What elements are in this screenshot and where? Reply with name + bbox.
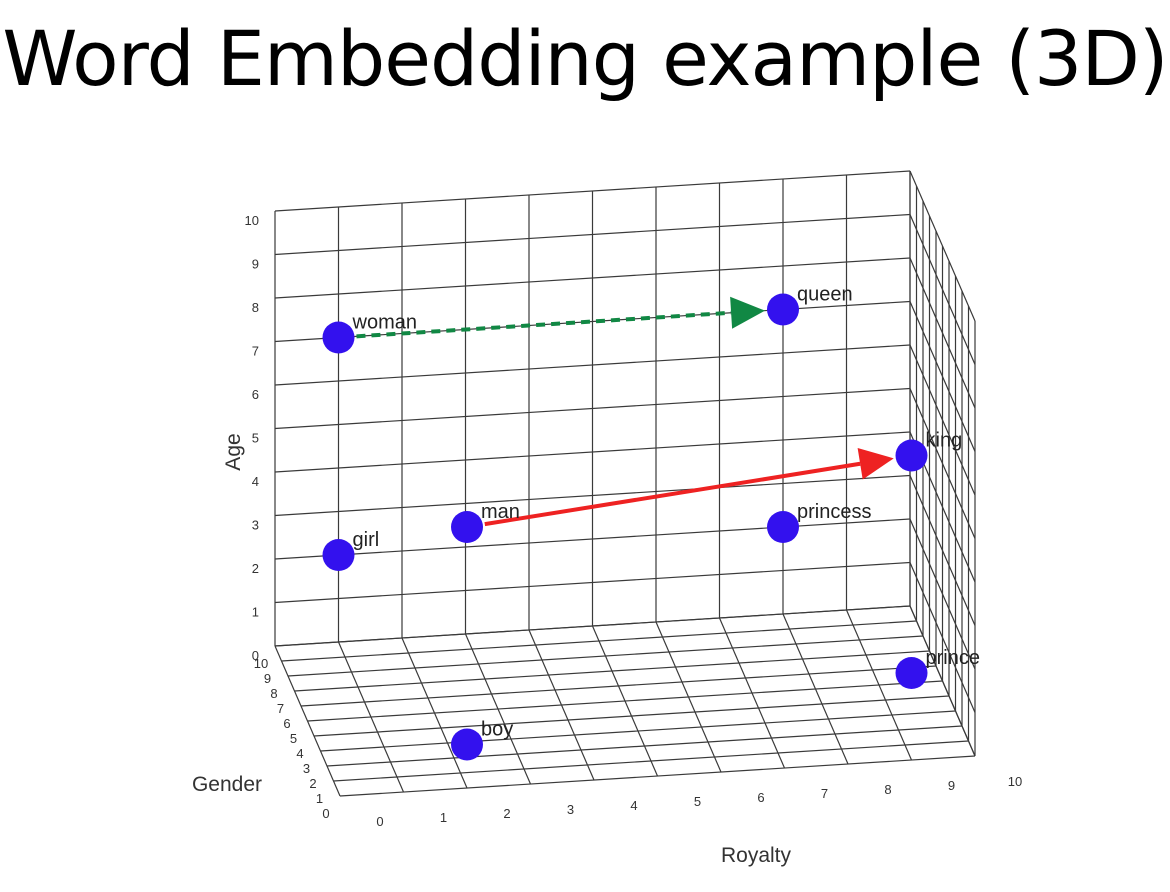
point-girl xyxy=(322,539,355,571)
side-wall-gridline-h xyxy=(909,257,976,409)
floor-gridline-d xyxy=(337,641,405,793)
floor-gridline-d xyxy=(274,645,341,797)
grid-layer xyxy=(274,170,976,797)
gender-tick-label: 0 xyxy=(322,806,329,821)
gender-tick-label: 7 xyxy=(277,701,284,716)
point-label-prince: prince xyxy=(926,647,980,669)
gender-tick-label: 6 xyxy=(283,716,290,731)
point-king xyxy=(895,439,928,472)
point-woman xyxy=(322,321,355,354)
royalty-tick-label: 9 xyxy=(948,778,955,793)
arrow-head-woman-queen xyxy=(730,296,766,329)
royalty-tick-label: 10 xyxy=(1008,774,1022,789)
point-label-king: king xyxy=(926,430,963,452)
point-label-queen: queen xyxy=(797,284,853,306)
side-wall-gridline-h xyxy=(909,344,976,496)
royalty-tick-label: 5 xyxy=(694,794,701,809)
side-wall-gridline-h xyxy=(909,388,976,539)
floor-gridline-d xyxy=(782,613,849,765)
royalty-tick-label: 4 xyxy=(630,798,637,813)
royalty-tick-label: 8 xyxy=(884,782,891,797)
age-tick-label: 8 xyxy=(252,300,259,315)
age-tick-label: 7 xyxy=(252,344,259,359)
age-tick-label: 1 xyxy=(252,605,259,620)
floor-gridline-d xyxy=(401,637,468,789)
point-queen xyxy=(767,293,799,326)
royalty-tick-label: 3 xyxy=(567,802,574,817)
gender-tick-label: 5 xyxy=(290,731,297,746)
side-wall-gridline-h xyxy=(909,301,976,452)
gender-tick-label: 8 xyxy=(270,686,277,701)
royalty-tick-label: 7 xyxy=(821,786,828,801)
side-wall-gridline-h xyxy=(909,562,976,713)
age-tick-label: 4 xyxy=(252,474,259,489)
point-princess xyxy=(767,511,799,543)
age-tick-label: 3 xyxy=(252,518,259,533)
royalty-axis-label: Royalty xyxy=(721,844,792,867)
age-tick-label: 0 xyxy=(252,648,259,663)
age-tick-label: 5 xyxy=(252,431,259,446)
royalty-tick-label: 1 xyxy=(440,810,447,825)
floor-gridline-d xyxy=(591,625,659,777)
gender-axis-label: Gender xyxy=(192,773,262,796)
side-wall-gridline-h xyxy=(909,170,976,322)
point-label-man: man xyxy=(481,501,520,523)
floor-gridline-d xyxy=(528,629,595,781)
floor-gridline-d xyxy=(464,633,532,785)
royalty-tick-label: 0 xyxy=(376,814,383,829)
gender-tick-label: 3 xyxy=(303,761,310,776)
side-wall-gridline-h xyxy=(909,475,976,626)
gender-tick-label: 9 xyxy=(264,671,271,686)
royalty-tick-label: 6 xyxy=(757,790,764,805)
point-layer xyxy=(322,293,928,761)
floor-gridline-d xyxy=(845,609,913,761)
age-axis-label: Age xyxy=(222,433,245,470)
point-label-princess: princess xyxy=(797,501,871,523)
slide-title: Word Embedding example (3D) xyxy=(2,14,1168,103)
point-boy xyxy=(451,728,483,761)
royalty-tick-label: 2 xyxy=(503,806,510,821)
point-label-boy: boy xyxy=(481,719,513,741)
arrow-head-man-king xyxy=(857,447,894,480)
side-wall-gridline-h xyxy=(909,518,976,670)
floor-gridline-d xyxy=(718,617,786,769)
point-man xyxy=(451,511,483,543)
point-label-girl: girl xyxy=(353,529,380,551)
point-prince xyxy=(895,657,928,689)
point-label-woman: woman xyxy=(352,312,417,334)
age-tick-label: 2 xyxy=(252,561,259,576)
vector-arrow-man-king xyxy=(484,461,861,527)
arrow-layer xyxy=(356,296,894,527)
gender-tick-label: 10 xyxy=(254,656,268,671)
vector-arrow-woman-queen xyxy=(356,310,732,339)
age-tick-label: 9 xyxy=(252,257,259,272)
gender-tick-label: 4 xyxy=(296,746,303,761)
gender-tick-label: 1 xyxy=(316,791,323,806)
side-wall-gridline-h xyxy=(909,214,976,365)
floor-gridline-d xyxy=(655,621,722,773)
floor-gridline-d xyxy=(909,605,976,757)
gender-tick-label: 2 xyxy=(309,776,316,791)
age-tick-label: 10 xyxy=(245,213,259,228)
age-tick-label: 6 xyxy=(252,387,259,402)
